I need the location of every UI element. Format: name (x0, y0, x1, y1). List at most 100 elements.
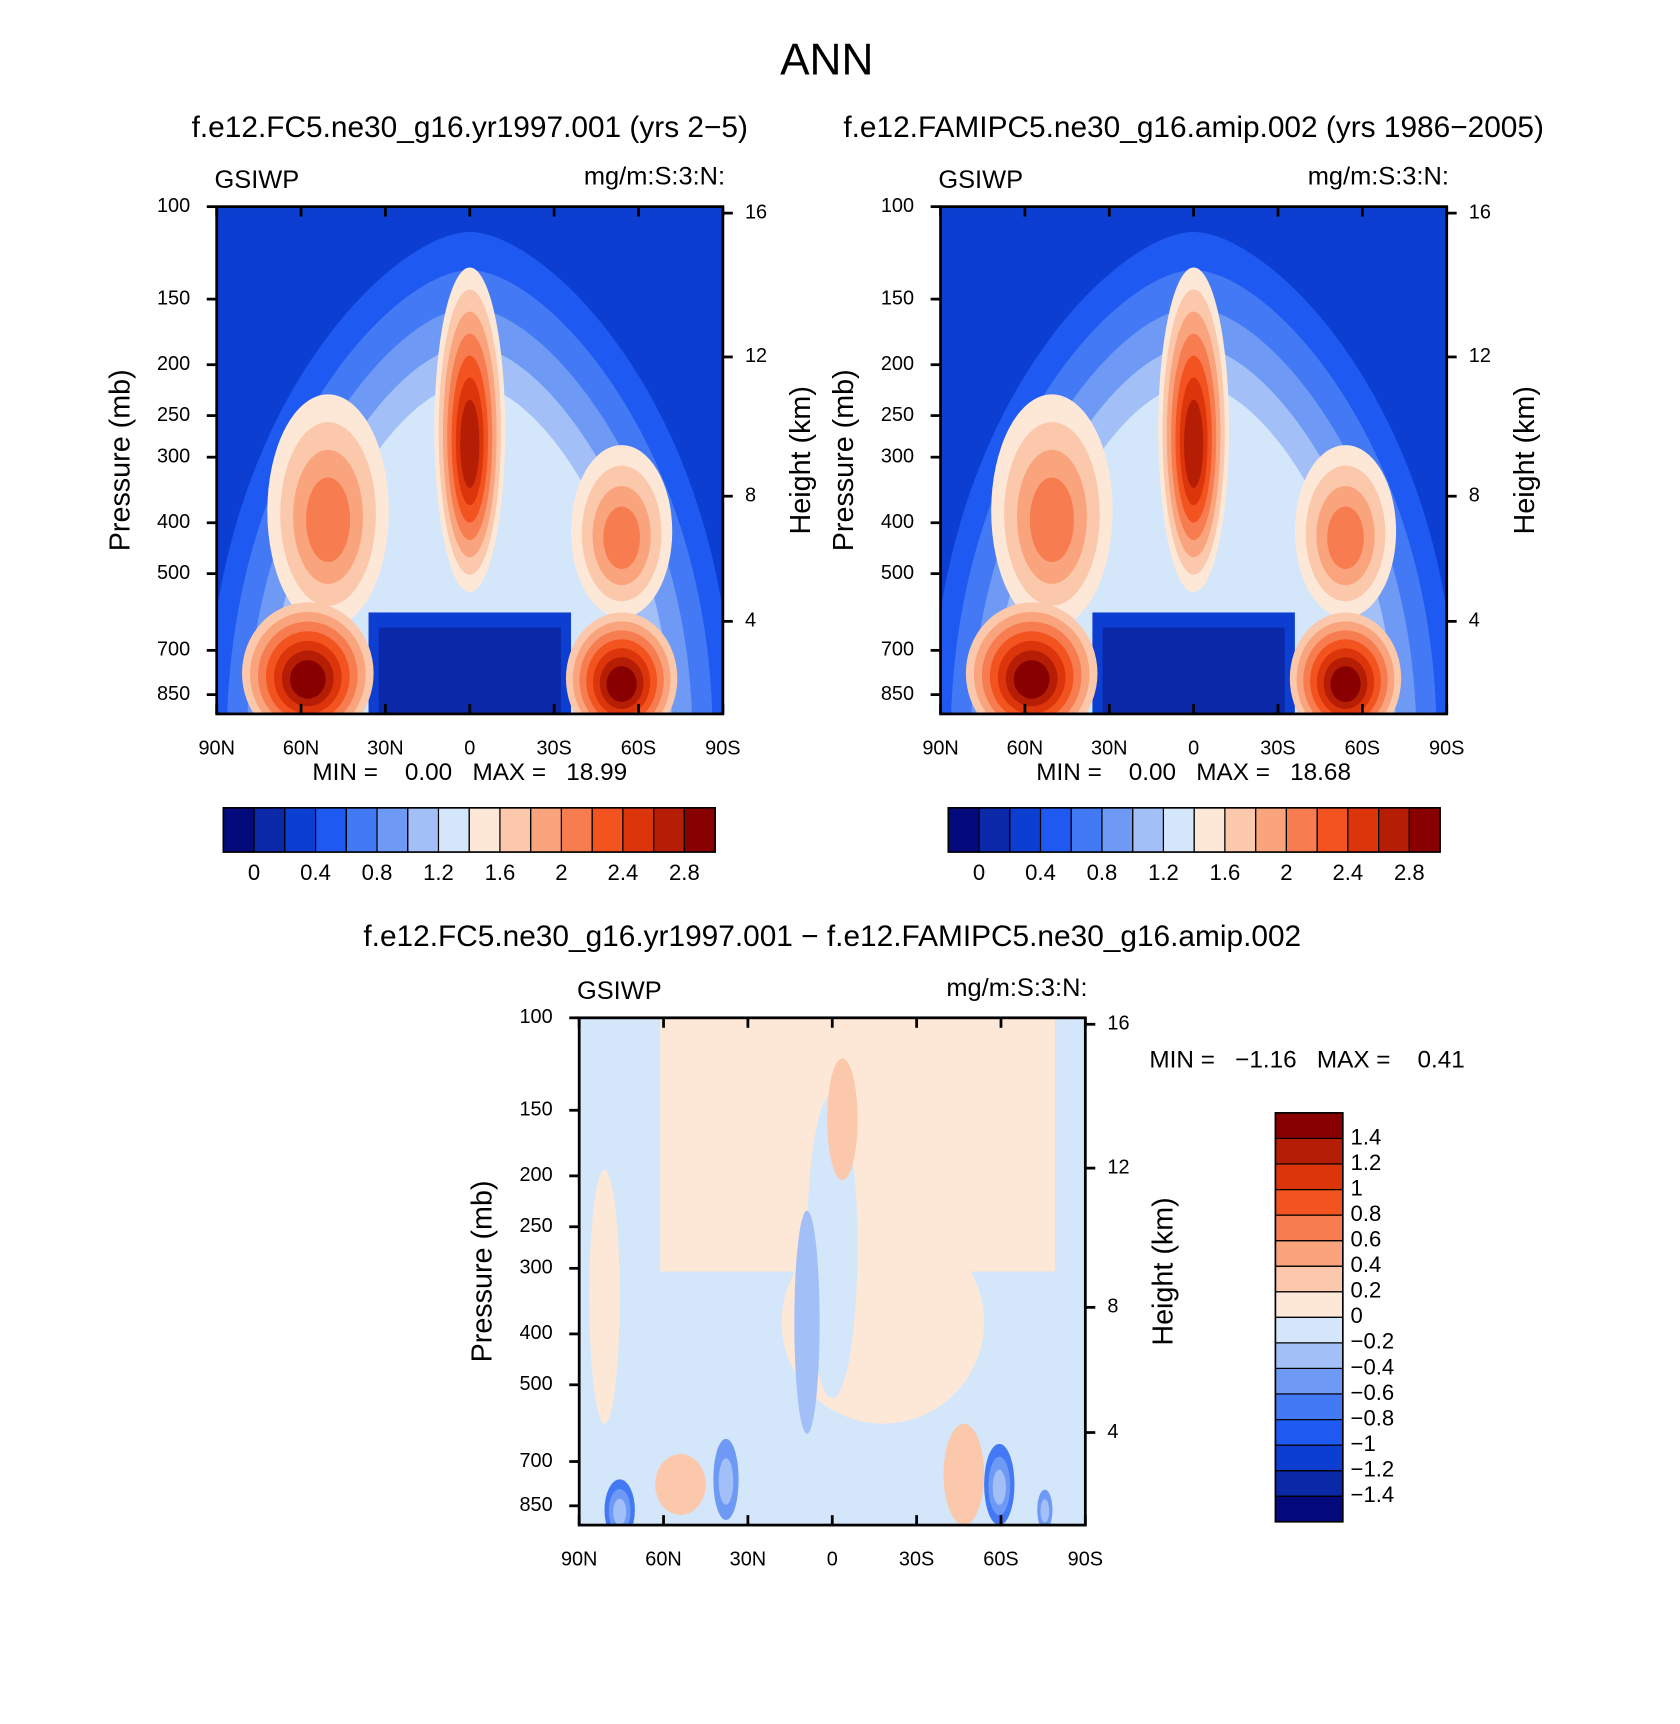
y-tick-label: 250 (157, 404, 190, 426)
colorbar-frame (222, 807, 716, 853)
contour-field (579, 1017, 1086, 1526)
colorbar-box (1039, 807, 1072, 853)
colorbar-label: 1.2 (1351, 1150, 1382, 1175)
colorbar-box (1274, 1444, 1344, 1472)
colorbar-label: −1 (1351, 1431, 1376, 1456)
colorbar-box (560, 807, 593, 853)
x-tick-label: 60N (1007, 738, 1043, 760)
colorbar-label: 0 (248, 860, 260, 885)
y2-tick-label: 4 (1107, 1421, 1118, 1443)
contour-field (940, 206, 1447, 714)
y2-tick-label: 8 (745, 484, 756, 506)
colorbar-box (1378, 807, 1410, 853)
colorbar-box (1285, 807, 1318, 853)
x-tick-label: 90S (1429, 738, 1464, 760)
colorbar-box (1274, 1137, 1344, 1165)
colorbar-box (1274, 1188, 1344, 1216)
y-tick-label: 400 (157, 511, 190, 533)
right-string: mg/m:S:3:N: (1308, 163, 1449, 191)
x-tick-label: 60S (1345, 738, 1380, 760)
contour-fill (1102, 627, 1285, 714)
colorbar-box (1274, 1240, 1344, 1267)
contour-fill (289, 660, 326, 699)
colorbar-label: 0.4 (1351, 1252, 1382, 1277)
stats: MIN = 0.00 MAX = 18.68 (1036, 759, 1351, 786)
colorbar-box (591, 807, 624, 853)
stats: MIN = 0.00 MAX = 18.99 (312, 759, 627, 786)
y-tick-label: 400 (519, 1322, 552, 1344)
colorbar-box (1274, 1367, 1344, 1395)
colorbar-label: 0.2 (1351, 1278, 1382, 1303)
contour-fill (655, 1454, 706, 1515)
x-tick-label: 90S (705, 738, 740, 760)
colorbar-frame (947, 807, 1441, 853)
x-tick-label: 30N (367, 738, 403, 760)
y2-tick-label: 12 (745, 345, 767, 367)
y-tick-label: 150 (519, 1099, 552, 1121)
y2-tick-label: 4 (1469, 610, 1480, 632)
y-tick-label: 250 (881, 404, 914, 426)
colorbar-label: 1.2 (423, 860, 454, 885)
y-tick-label: 200 (157, 353, 190, 375)
contour-fill (1184, 399, 1204, 488)
contour-fill (992, 1469, 1006, 1505)
y-tick-label: 150 (157, 287, 190, 309)
y2-tick-label: 8 (1107, 1296, 1118, 1318)
y-tick-label: 300 (157, 445, 190, 467)
stats: MIN = −1.16 MAX = 0.41 (1149, 1046, 1464, 1073)
left-string: GSIWP (577, 977, 662, 1005)
colorbar-box (1274, 1495, 1344, 1523)
contour-fill (1013, 660, 1050, 699)
y-tick-label: 850 (157, 683, 190, 705)
panel-title: f.e12.FC5.ne30_g16.yr1997.001 (yrs 2−5) (192, 111, 748, 144)
x-tick-label: 0 (1188, 738, 1199, 760)
colorbar-box (530, 807, 562, 853)
colorbar-label: 0.6 (1351, 1226, 1382, 1251)
colorbar-frame (1274, 1112, 1344, 1523)
contour-fill (1040, 1499, 1050, 1523)
y2-tick-label: 16 (745, 201, 767, 223)
y-tick-label: 150 (881, 287, 914, 309)
y-axis-label: Pressure (mb) (467, 1180, 499, 1362)
contour-fill (306, 477, 351, 563)
colorbar-label: −0.4 (1351, 1354, 1395, 1379)
y-tick-label: 100 (519, 1006, 552, 1028)
colorbar-label: 0.4 (300, 860, 331, 885)
colorbar-box (1274, 1214, 1344, 1242)
colorbar-box (345, 807, 378, 853)
x-tick-label: 30N (730, 1549, 766, 1571)
colorbar-box (1274, 1342, 1344, 1369)
y-tick-label: 500 (157, 562, 190, 584)
colorbar-label: 1.4 (1351, 1124, 1382, 1149)
colorbar-box (1408, 807, 1441, 853)
y2-tick-label: 8 (1469, 484, 1480, 506)
y2-tick-label: 16 (1469, 201, 1491, 223)
colorbar-box (314, 807, 347, 853)
colorbar-box (1274, 1316, 1344, 1344)
right-string: mg/m:S:3:N: (946, 974, 1087, 1002)
colorbar-label: 1.2 (1148, 860, 1179, 885)
colorbar-box (376, 807, 409, 853)
colorbar-label: 2 (1280, 860, 1292, 885)
x-tick-label: 30S (1260, 738, 1295, 760)
colorbar-label: −0.2 (1351, 1329, 1395, 1354)
colorbar-label: 2.8 (669, 860, 700, 885)
colorbar-label: −0.6 (1351, 1380, 1395, 1405)
x-tick-label: 30S (899, 1549, 934, 1571)
y-axis-label: Pressure (mb) (828, 369, 860, 551)
y-tick-label: 500 (519, 1373, 552, 1395)
left-string: GSIWP (214, 166, 299, 194)
colorbar-label: 0.8 (1087, 860, 1118, 885)
x-tick-label: 90N (922, 738, 958, 760)
colorbar-box (1255, 807, 1287, 853)
y-tick-label: 300 (519, 1257, 552, 1279)
colorbar-label: 0 (1351, 1303, 1363, 1328)
colorbar-box (1274, 1470, 1344, 1497)
colorbar-box (468, 807, 501, 853)
y-tick-label: 100 (881, 195, 914, 217)
x-tick-label: 60N (645, 1549, 681, 1571)
y-tick-label: 200 (519, 1164, 552, 1186)
y-tick-label: 500 (881, 562, 914, 584)
y-tick-label: 850 (881, 683, 914, 705)
